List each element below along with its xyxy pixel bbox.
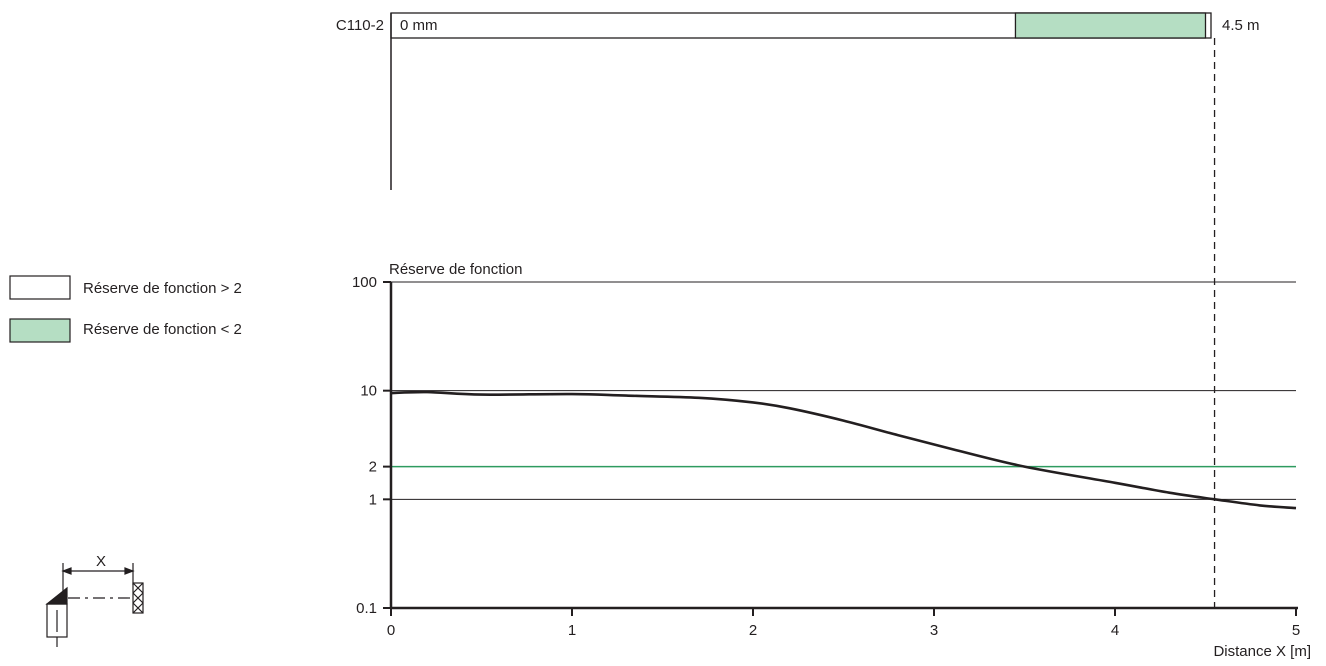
x-tick-label: 5 xyxy=(1292,622,1300,639)
legend-label-below-2: Réserve de fonction < 2 xyxy=(83,321,242,338)
y-tick-label: 0.1 xyxy=(356,600,377,617)
plot-area: 0 1 2 3 4 5 0.1 1 2 10 100 Réserve de fonction Di… xyxy=(352,38,1311,660)
sketch-arrow-right xyxy=(124,567,135,575)
sensor-sketch xyxy=(45,563,144,647)
sketch-reflector xyxy=(132,582,144,614)
y-ticks: 0.1 1 2 10 100 xyxy=(352,274,391,617)
y-tick-label: 10 xyxy=(360,383,377,400)
gridlines xyxy=(391,281,1296,500)
range-bar-start-label: 0 mm xyxy=(400,17,438,34)
range-bar-end-label: 4.5 m xyxy=(1222,17,1260,34)
legend-swatch-above-2 xyxy=(9,275,71,300)
x-ticks: 0 1 2 3 4 5 xyxy=(387,608,1300,639)
legend-label-above-2: Réserve de fonction > 2 xyxy=(83,280,242,297)
legend: Réserve de fonction > 2 Réserve de fonct… xyxy=(9,275,242,343)
y-tick-label: 100 xyxy=(352,274,377,291)
y-tick-label: 2 xyxy=(369,459,377,476)
sketch-distance-label: X xyxy=(96,553,106,570)
sketch-arrow-left xyxy=(61,567,72,575)
x-tick-label: 0 xyxy=(387,622,395,639)
range-bar-label: C110-2 xyxy=(336,17,384,34)
x-axis-label: Distance X [m] xyxy=(1213,643,1311,660)
x-tick-label: 1 xyxy=(568,622,576,639)
x-tick-label: 2 xyxy=(749,622,757,639)
x-tick-label: 4 xyxy=(1111,622,1119,639)
y-axis-label: Réserve de fonction xyxy=(389,261,522,278)
range-bar-reduced-segment xyxy=(1014,12,1207,39)
range-bar: C110-2 0 mm 4.5 m xyxy=(336,12,1260,190)
y-tick-label: 1 xyxy=(369,491,377,508)
legend-swatch-below-2 xyxy=(9,318,71,343)
sketch-reflector-hatch xyxy=(132,582,144,614)
series-line xyxy=(390,390,1297,510)
sketch-sensor-head xyxy=(45,586,68,605)
x-tick-label: 3 xyxy=(930,622,938,639)
